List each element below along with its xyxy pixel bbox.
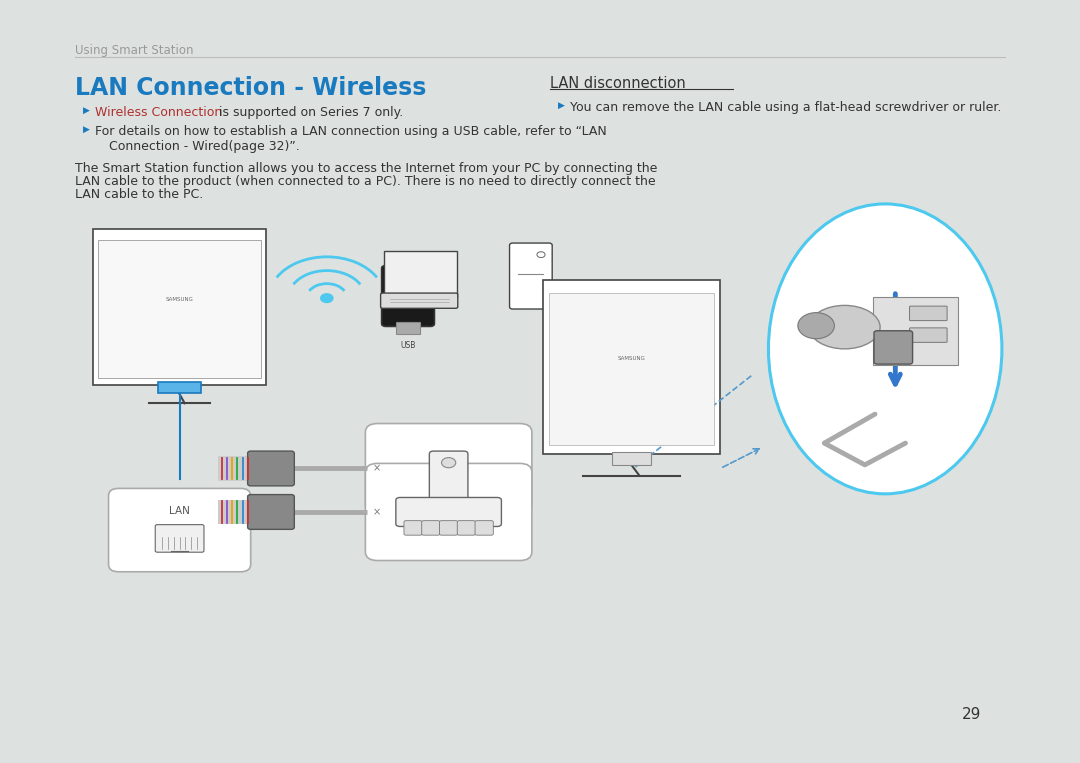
Circle shape [321, 294, 333, 302]
FancyBboxPatch shape [510, 243, 552, 309]
FancyBboxPatch shape [365, 463, 531, 561]
FancyBboxPatch shape [396, 322, 420, 333]
Text: LAN cable to the PC.: LAN cable to the PC. [75, 188, 203, 201]
Text: ▶: ▶ [558, 101, 565, 110]
FancyBboxPatch shape [247, 494, 295, 530]
Text: USB: USB [401, 341, 416, 350]
Text: Using Smart Station: Using Smart Station [75, 44, 193, 57]
FancyBboxPatch shape [404, 520, 422, 535]
FancyBboxPatch shape [159, 382, 201, 393]
FancyBboxPatch shape [475, 520, 494, 535]
Circle shape [798, 313, 835, 339]
FancyBboxPatch shape [365, 423, 531, 513]
Circle shape [442, 458, 456, 468]
Text: LAN Connection - Wireless: LAN Connection - Wireless [75, 76, 427, 100]
Text: LAN disconnection: LAN disconnection [550, 76, 686, 91]
FancyBboxPatch shape [909, 328, 947, 343]
FancyBboxPatch shape [380, 293, 458, 308]
Circle shape [537, 252, 545, 258]
Text: ▶: ▶ [83, 106, 90, 115]
FancyBboxPatch shape [612, 452, 650, 465]
FancyBboxPatch shape [381, 266, 434, 327]
FancyBboxPatch shape [247, 451, 295, 486]
Text: SAMSUNG: SAMSUNG [165, 297, 193, 302]
Text: The Smart Station function allows you to access the Internet from your PC by con: The Smart Station function allows you to… [75, 162, 658, 175]
FancyBboxPatch shape [430, 451, 468, 501]
FancyBboxPatch shape [93, 230, 266, 385]
FancyBboxPatch shape [874, 331, 913, 364]
FancyBboxPatch shape [98, 240, 260, 378]
FancyBboxPatch shape [218, 500, 253, 524]
FancyBboxPatch shape [542, 280, 720, 454]
Text: ×: × [373, 463, 380, 474]
FancyBboxPatch shape [909, 306, 947, 320]
FancyBboxPatch shape [383, 251, 457, 298]
Ellipse shape [809, 305, 880, 349]
FancyBboxPatch shape [156, 525, 204, 552]
Text: LAN: LAN [170, 506, 190, 516]
Text: Connection - Wired(page 32)”.: Connection - Wired(page 32)”. [108, 140, 299, 153]
Text: LAN cable to the product (when connected to a PC). There is no need to directly : LAN cable to the product (when connected… [75, 175, 656, 188]
Text: is supported on Series 7 only.: is supported on Series 7 only. [215, 106, 404, 119]
FancyBboxPatch shape [108, 488, 251, 571]
Text: 29: 29 [962, 707, 982, 722]
Text: You can remove the LAN cable using a flat-head screwdriver or ruler.: You can remove the LAN cable using a fla… [570, 101, 1002, 114]
Text: ▶: ▶ [83, 125, 90, 134]
FancyBboxPatch shape [396, 497, 501, 526]
FancyBboxPatch shape [421, 520, 440, 535]
Text: For details on how to establish a LAN connection using a USB cable, refer to “LA: For details on how to establish a LAN co… [95, 125, 607, 138]
Text: Wireless Connection: Wireless Connection [95, 106, 222, 119]
FancyBboxPatch shape [549, 293, 714, 446]
FancyBboxPatch shape [440, 520, 458, 535]
FancyBboxPatch shape [873, 297, 958, 365]
FancyBboxPatch shape [457, 520, 475, 535]
Ellipse shape [768, 204, 1002, 494]
Text: ×: × [373, 507, 380, 517]
FancyBboxPatch shape [218, 456, 253, 481]
Text: SAMSUNG: SAMSUNG [618, 356, 646, 361]
